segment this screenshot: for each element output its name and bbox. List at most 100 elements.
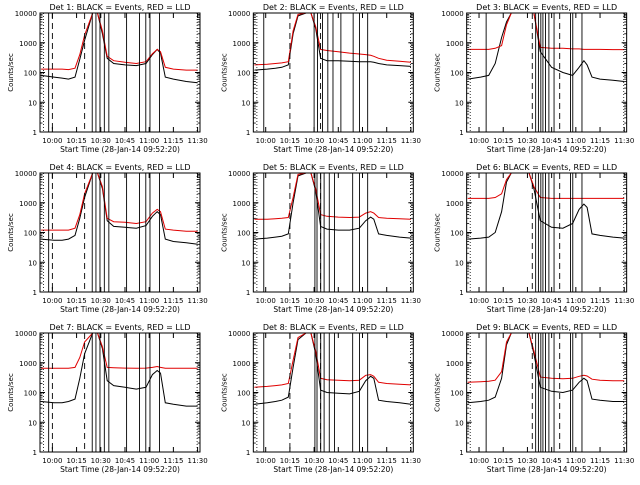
y-tick-label: 10: [455, 259, 464, 267]
y-tick-label: 10000: [15, 330, 37, 338]
y-axis-label: Counts/sec: [434, 373, 442, 412]
x-tick-label: 11:15: [590, 457, 610, 465]
events-series-line: [254, 332, 411, 405]
lld-series-line: [467, 332, 625, 383]
y-axis-label: Counts/sec: [7, 213, 15, 252]
y-tick-label: 100: [24, 70, 37, 78]
x-tick-label: 10:45: [542, 297, 562, 305]
lld-series-line: [41, 332, 198, 369]
y-tick-label: 10: [455, 419, 464, 427]
y-tick-label: 10000: [228, 170, 250, 178]
y-tick-label: 100: [237, 390, 250, 398]
y-axis-label: Counts/sec: [7, 53, 15, 92]
y-tick-label: 1000: [446, 360, 464, 368]
panel-title: Det 4: BLACK = Events, RED = LLD: [50, 163, 191, 172]
x-tick-label: 10:45: [115, 457, 135, 465]
x-tick-label: 11:30: [614, 137, 634, 145]
x-tick-label: 10:30: [91, 297, 111, 305]
panel-title: Det 5: BLACK = Events, RED = LLD: [263, 163, 404, 172]
x-tick-label: 10:45: [542, 137, 562, 145]
lld-series-line: [254, 12, 411, 66]
x-tick-label: 11:15: [377, 297, 397, 305]
x-tick-label: 11:00: [139, 457, 159, 465]
x-axis-label: Start Time (28-Jan-14 09:52:20): [273, 305, 393, 314]
x-tick-label: 10:30: [304, 297, 324, 305]
x-tick-label: 11:15: [590, 297, 610, 305]
y-tick-label: 10000: [441, 170, 463, 178]
y-tick-label: 100: [237, 70, 250, 78]
x-tick-label: 11:00: [566, 137, 586, 145]
y-tick-label: 10: [455, 99, 464, 107]
detector-panel: Det 5: BLACK = Events, RED = LLD 1 10 100 10…: [220, 163, 421, 314]
x-tick-label: 10:30: [91, 457, 111, 465]
y-tick-label: 1: [459, 449, 463, 457]
x-tick-label: 10:00: [42, 457, 62, 465]
panel-title: Det 9: BLACK = Events, RED = LLD: [476, 323, 617, 332]
y-tick-label: 100: [237, 230, 250, 238]
y-tick-label: 10000: [228, 10, 250, 18]
x-tick-label: 10:00: [469, 457, 489, 465]
y-tick-label: 1000: [233, 40, 251, 48]
y-axis-label: Counts/sec: [220, 373, 228, 412]
lld-series-line: [467, 12, 625, 51]
y-tick-label: 1: [33, 289, 37, 297]
y-tick-label: 1000: [446, 40, 464, 48]
x-tick-label: 10:45: [328, 297, 348, 305]
lld-series-line: [41, 12, 198, 71]
x-tick-label: 11:00: [139, 137, 159, 145]
y-tick-label: 1: [459, 129, 463, 137]
x-tick-label: 11:00: [352, 137, 372, 145]
x-tick-label: 10:30: [517, 297, 537, 305]
x-tick-label: 11:30: [401, 137, 421, 145]
x-axis-label: Start Time (28-Jan-14 09:52:20): [487, 305, 607, 314]
x-tick-label: 11:15: [377, 137, 397, 145]
y-tick-label: 1000: [19, 40, 37, 48]
x-tick-label: 10:15: [66, 297, 86, 305]
x-tick-label: 11:15: [163, 137, 183, 145]
x-tick-label: 10:00: [42, 137, 62, 145]
x-tick-label: 11:30: [187, 457, 207, 465]
x-tick-label: 11:30: [187, 137, 207, 145]
x-tick-label: 11:30: [401, 297, 421, 305]
y-axis-label: Counts/sec: [434, 213, 442, 252]
x-axis-label: Start Time (28-Jan-14 09:52:20): [487, 145, 607, 154]
x-tick-label: 11:00: [352, 297, 372, 305]
events-series-line: [467, 332, 625, 404]
x-tick-label: 11:00: [139, 297, 159, 305]
x-tick-label: 10:00: [256, 297, 276, 305]
y-tick-label: 10000: [228, 330, 250, 338]
x-tick-label: 10:15: [280, 297, 300, 305]
x-axis-label: Start Time (28-Jan-14 09:52:20): [273, 465, 393, 474]
x-tick-label: 10:00: [256, 457, 276, 465]
events-series-line: [41, 172, 198, 245]
y-tick-label: 1: [33, 449, 37, 457]
x-axis-label: Start Time (28-Jan-14 09:52:20): [60, 145, 180, 154]
lld-series-line: [467, 172, 625, 199]
y-tick-label: 100: [24, 230, 37, 238]
plot-frame: [39, 172, 201, 293]
lld-series-line: [254, 332, 411, 388]
x-tick-label: 10:15: [280, 137, 300, 145]
events-series-line: [41, 332, 198, 407]
lld-series-line: [254, 172, 411, 220]
panel-title: Det 3: BLACK = Events, RED = LLD: [476, 3, 617, 12]
detector-panel: Det 3: BLACK = Events, RED = LLD 1 10 100 10…: [434, 3, 635, 154]
x-tick-label: 11:00: [352, 457, 372, 465]
panel-title: Det 1: BLACK = Events, RED = LLD: [50, 3, 191, 12]
y-tick-label: 1000: [233, 360, 251, 368]
events-series-line: [254, 172, 411, 240]
y-tick-label: 10: [28, 259, 37, 267]
y-axis-label: Counts/sec: [434, 53, 442, 92]
x-tick-label: 10:00: [469, 137, 489, 145]
x-tick-label: 11:30: [187, 297, 207, 305]
y-tick-label: 1000: [233, 200, 251, 208]
x-tick-label: 10:15: [66, 137, 86, 145]
detector-panel: Det 1: BLACK = Events, RED = LLD 1 10 100 10…: [7, 3, 208, 154]
x-tick-label: 11:15: [590, 137, 610, 145]
x-tick-label: 10:30: [517, 137, 537, 145]
detector-panel: Det 6: BLACK = Events, RED = LLD 1 10 100 10…: [434, 163, 635, 314]
y-tick-label: 100: [450, 230, 463, 238]
y-tick-label: 1000: [19, 200, 37, 208]
